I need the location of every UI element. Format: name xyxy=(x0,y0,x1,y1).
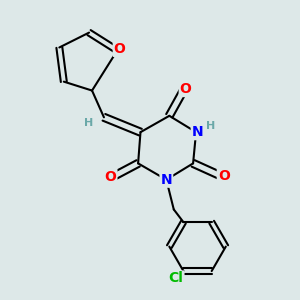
Text: N: N xyxy=(192,125,203,139)
Text: O: O xyxy=(180,82,192,96)
Text: H: H xyxy=(84,118,94,128)
Text: O: O xyxy=(218,169,230,183)
Text: H: H xyxy=(206,121,215,131)
Text: O: O xyxy=(104,170,116,184)
Text: O: O xyxy=(114,42,126,56)
Text: N: N xyxy=(160,173,172,187)
Text: Cl: Cl xyxy=(169,272,183,286)
